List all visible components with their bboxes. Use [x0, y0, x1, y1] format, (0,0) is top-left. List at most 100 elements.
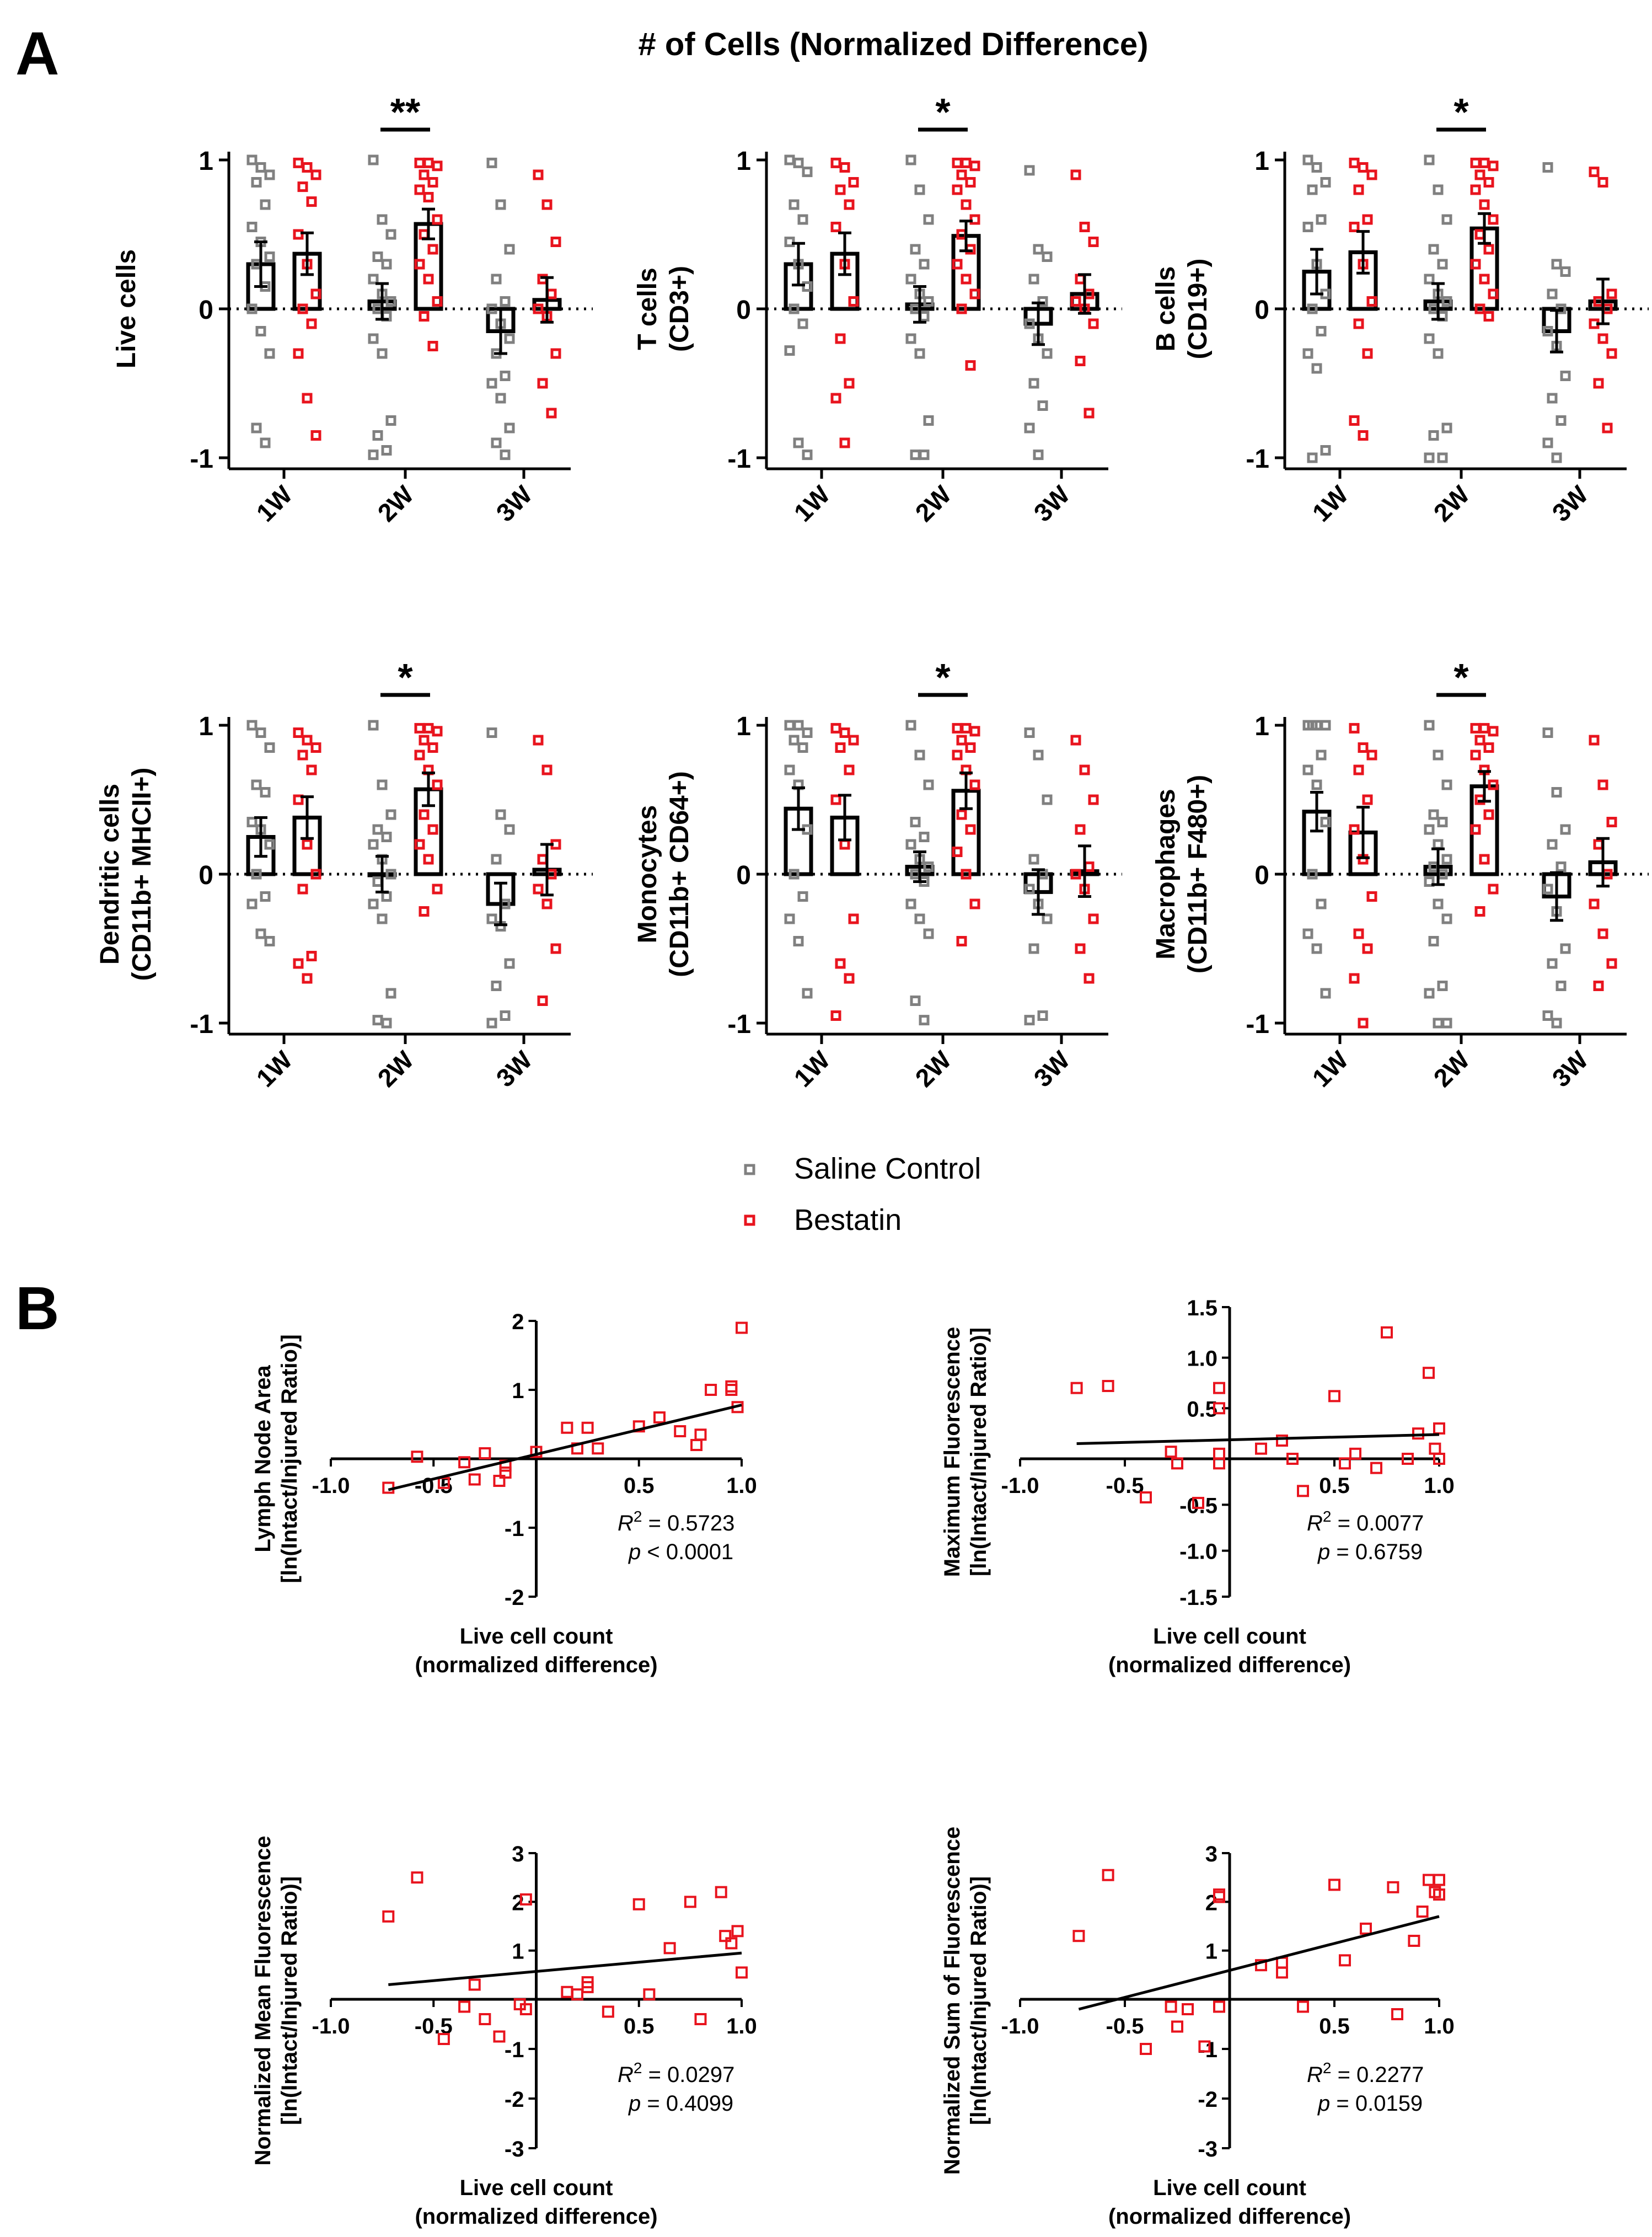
- data-point-saline: [923, 861, 934, 872]
- data-point-bestatin: [571, 1988, 583, 2001]
- data-point-bestatin: [419, 229, 430, 240]
- data-point-saline: [1424, 274, 1435, 285]
- data-point-bestatin: [1470, 824, 1481, 835]
- y-axis-label-line: (CD11b+ F480+): [1183, 775, 1213, 973]
- data-point-saline: [504, 333, 515, 344]
- data-point-saline: [1437, 981, 1448, 991]
- x-axis-label: Live cell count (normalized difference): [1108, 2176, 1351, 2229]
- data-point-saline: [1441, 296, 1452, 307]
- data-point-saline: [1441, 854, 1452, 865]
- y-tick-label: -2: [505, 2088, 524, 2112]
- data-point-saline: [1024, 1015, 1035, 1026]
- data-point-bestatin: [1470, 157, 1481, 168]
- data-point-bestatin: [310, 430, 321, 441]
- data-point-bestatin: [1589, 167, 1600, 178]
- legend: Saline Control Bestatin: [744, 1152, 981, 1237]
- data-point-bestatin: [306, 196, 317, 207]
- data-point-saline: [1547, 393, 1558, 404]
- data-point-bestatin: [423, 274, 434, 285]
- r-squared-stat: R2 = 0.0297: [618, 2059, 734, 2087]
- data-point-bestatin: [458, 2000, 471, 2013]
- data-point-bestatin: [297, 181, 308, 192]
- r-label: R: [618, 1511, 634, 1535]
- x-tick-label: 3W: [1028, 1045, 1076, 1093]
- data-point-saline: [1024, 727, 1035, 738]
- data-point-bestatin: [302, 162, 313, 173]
- data-point-saline: [255, 928, 266, 939]
- data-point-saline: [1424, 154, 1435, 165]
- data-point-saline: [802, 281, 813, 292]
- data-point-bestatin: [715, 1886, 727, 1898]
- x-axis-label-line: Live cell count: [1153, 1624, 1306, 1649]
- y-tick-label: -1.0: [1179, 1540, 1217, 1564]
- data-point-saline: [784, 345, 795, 356]
- data-point-bestatin: [965, 742, 976, 753]
- data-point-saline: [504, 244, 515, 255]
- data-point-bestatin: [1362, 794, 1373, 805]
- data-point-saline: [368, 720, 379, 731]
- x-tick-label: 2W: [372, 1045, 420, 1093]
- data-point-bestatin: [1470, 184, 1481, 195]
- data-point-saline: [1024, 165, 1035, 176]
- data-point-bestatin: [1070, 1382, 1083, 1394]
- data-point-bestatin: [1084, 861, 1095, 872]
- data-point-saline: [1551, 1018, 1562, 1029]
- x-axis-label-line: Live cell count: [460, 1624, 613, 1649]
- data-point-saline: [1311, 943, 1322, 954]
- data-point-saline: [1428, 936, 1439, 946]
- data-point-bestatin: [839, 727, 850, 738]
- data-point-bestatin: [1433, 1874, 1445, 1886]
- data-point-bestatin: [1339, 1954, 1351, 1967]
- data-point-saline: [1028, 274, 1039, 285]
- y-axis-label: Maximum Fluorescence [ln(Intact/Injured R…: [940, 1327, 991, 1577]
- data-point-saline: [919, 259, 930, 270]
- data-point-bestatin: [419, 169, 430, 180]
- data-point-saline: [1037, 1010, 1048, 1021]
- data-point-bestatin: [1070, 296, 1081, 307]
- data-point-saline: [923, 415, 934, 426]
- x-axis-label-line: Live cell count: [1153, 2176, 1306, 2200]
- data-point-bestatin: [1470, 723, 1481, 734]
- data-point-saline: [251, 177, 262, 188]
- data-point-bestatin: [1597, 177, 1608, 188]
- data-point-saline: [784, 764, 795, 775]
- data-point-bestatin: [1479, 274, 1490, 285]
- data-point-saline: [923, 779, 934, 790]
- r-value: = 0.0077: [1331, 1511, 1424, 1535]
- data-point-bestatin: [479, 1447, 491, 1459]
- data-point-saline: [914, 913, 925, 924]
- data-point-saline: [1042, 794, 1053, 805]
- data-point-bestatin: [293, 229, 304, 240]
- data-point-bestatin: [1349, 973, 1360, 984]
- data-point-saline: [1320, 177, 1331, 188]
- data-point-bestatin: [1366, 296, 1377, 307]
- data-point-saline: [486, 727, 497, 738]
- y-axis-label: Macrophages (CD11b+ F480+): [1151, 775, 1213, 973]
- data-point-saline: [1028, 943, 1039, 954]
- data-point-bestatin: [952, 157, 963, 168]
- y-tick-label: -3: [505, 2137, 524, 2161]
- data-point-saline: [1437, 817, 1448, 827]
- data-point-saline: [1551, 259, 1562, 270]
- p-value-stat: p < 0.0001: [628, 1540, 733, 1564]
- data-point-bestatin: [844, 378, 855, 389]
- data-point-bestatin: [1416, 1906, 1429, 1918]
- x-tick-label: 1W: [1307, 1045, 1354, 1093]
- r-squared-stat: R2 = 0.0077: [1307, 1508, 1424, 1535]
- data-point-bestatin: [499, 1467, 512, 1479]
- data-point-bestatin: [1192, 1497, 1204, 1509]
- data-point-bestatin: [437, 2033, 450, 2045]
- x-tick-label: 2W: [910, 480, 957, 527]
- data-point-bestatin: [1606, 288, 1617, 299]
- data-point-bestatin: [1433, 1888, 1445, 1901]
- data-point-bestatin: [537, 854, 548, 865]
- data-point-bestatin: [848, 296, 859, 307]
- data-point-bestatin: [306, 764, 317, 775]
- x-axis-label-line: (normalized difference): [1108, 1653, 1351, 1677]
- data-point-saline: [1316, 750, 1327, 761]
- data-point-bestatin: [293, 958, 304, 969]
- data-point-saline: [1433, 184, 1444, 195]
- data-point-bestatin: [830, 1010, 841, 1021]
- bar-chart-macrophages: 1 0 -1 Macrophages (CD11b+ F480+) 1W 2W 3W *: [1151, 656, 1649, 1093]
- y-axis-label: Dendritic cells (CD11b+ MHCII+): [95, 768, 157, 981]
